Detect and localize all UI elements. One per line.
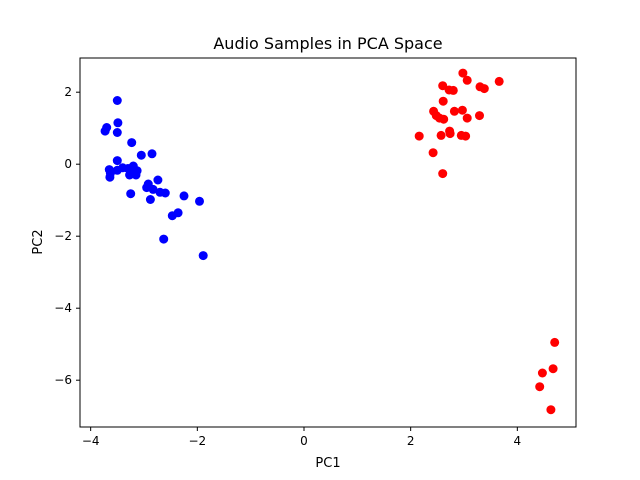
x-tick-label: 4 [514, 434, 522, 448]
y-axis-label: PC2 [31, 229, 46, 254]
data-point [458, 68, 468, 78]
data-point [148, 184, 158, 194]
data-point [112, 128, 122, 137]
data-point [132, 166, 142, 176]
y-tick-label: 0 [64, 157, 72, 171]
y-tick-label: −4 [54, 301, 72, 315]
data-point [198, 251, 208, 261]
data-point [548, 364, 558, 374]
data-point [428, 148, 438, 158]
y-axis-ticks: 2 0 −2 −4 −6 [54, 85, 80, 387]
data-point [136, 150, 146, 160]
data-point [445, 126, 455, 136]
x-axis-label: PC1 [315, 456, 340, 471]
data-point [438, 96, 448, 106]
data-point [550, 337, 560, 347]
data-point [127, 138, 137, 148]
x-axis-ticks: −4 −2 0 2 4 [82, 427, 521, 448]
data-point [126, 189, 136, 199]
data-point [179, 191, 189, 201]
data-point [160, 188, 170, 198]
data-point [125, 170, 135, 180]
data-point [457, 105, 467, 115]
x-tick-label: 0 [300, 434, 308, 448]
y-tick-label: −2 [54, 229, 72, 243]
data-point [147, 149, 157, 159]
data-point [439, 114, 449, 124]
data-point [436, 130, 446, 140]
data-point [112, 156, 122, 166]
data-point [153, 175, 163, 185]
data-point [494, 76, 504, 86]
data-point [113, 118, 123, 128]
x-tick-label: −2 [188, 434, 206, 448]
data-point [462, 113, 472, 123]
data-point [159, 234, 169, 244]
data-point [195, 196, 204, 206]
data-point [105, 172, 115, 182]
data-point [535, 382, 545, 392]
data-point [438, 81, 448, 91]
data-point [167, 211, 177, 221]
data-point [145, 195, 155, 204]
x-tick-label: −4 [82, 434, 100, 448]
y-tick-label: 2 [64, 85, 72, 99]
data-point [537, 368, 547, 378]
data-point [546, 405, 556, 415]
data-point [449, 106, 459, 116]
plot-frame [79, 57, 577, 428]
x-tick-label: 2 [407, 434, 415, 448]
chart-title: Audio Samples in PCA Space [213, 34, 442, 53]
data-point [462, 75, 472, 85]
data-point [112, 96, 122, 105]
data-point [461, 131, 471, 141]
y-tick-label: −6 [54, 373, 72, 387]
data-point [479, 84, 489, 94]
data-point [102, 123, 112, 132]
data-point [414, 131, 424, 141]
data-point [448, 85, 458, 95]
data-point [475, 111, 484, 121]
points-layer [100, 68, 560, 415]
data-point [438, 169, 448, 179]
